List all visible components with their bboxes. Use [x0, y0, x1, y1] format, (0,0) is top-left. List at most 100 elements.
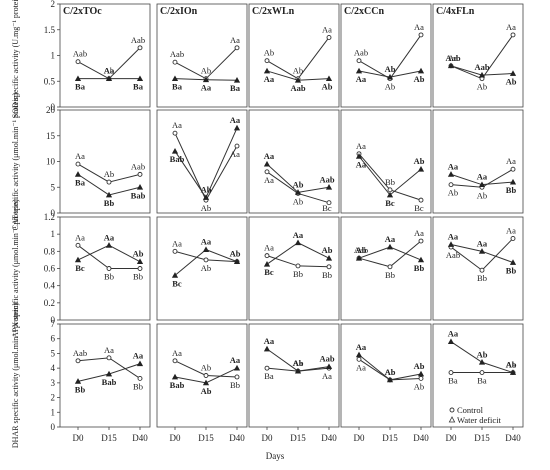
- x-tick-label: D15: [198, 433, 214, 443]
- water-deficit-letter-label: Aa: [230, 115, 241, 125]
- x-tick-label: D0: [354, 433, 365, 443]
- x-tick-label: D40: [413, 433, 429, 443]
- control-point: [234, 374, 240, 380]
- water-deficit-letter-label: Ab: [356, 245, 367, 255]
- panel-title: C/2xIOn: [160, 6, 198, 17]
- water-deficit-point: [263, 67, 271, 74]
- x-tick-label: D40: [505, 433, 521, 443]
- control-letter-label: Bb: [322, 270, 332, 280]
- control-letter-label: Ab: [385, 82, 395, 92]
- control-letter-label: Bb: [104, 272, 114, 282]
- legend-control-marker: [449, 407, 455, 413]
- control-letter-label: Aa: [506, 156, 516, 166]
- water-deficit-point: [105, 370, 113, 377]
- panel-frame: [248, 3, 340, 108]
- water-deficit-point: [325, 75, 333, 82]
- panel-frame: [340, 323, 432, 428]
- panel-title: C/2xCCn: [344, 6, 384, 17]
- y-tick-label: 1.2: [44, 212, 55, 222]
- water-deficit-point: [105, 242, 113, 248]
- water-deficit-letter-label: Ba: [75, 82, 86, 92]
- control-point: [264, 253, 270, 259]
- y-tick-label: 6: [51, 334, 56, 344]
- control-point: [137, 266, 143, 271]
- control-letter-label: Ab: [201, 263, 211, 273]
- water-deficit-letter-label: Ab: [385, 367, 396, 377]
- water-deficit-letter-label: Bc: [172, 278, 182, 288]
- control-point: [106, 179, 112, 185]
- water-deficit-letter-label: Aa: [356, 342, 367, 352]
- control-point: [234, 143, 240, 149]
- water-deficit-point: [233, 364, 241, 371]
- panel-frame: [432, 3, 524, 108]
- y-tick-label: 2: [51, 0, 56, 9]
- water-deficit-letter-label: Ba: [75, 177, 86, 187]
- water-deficit-point: [74, 171, 82, 177]
- water-deficit-point: [355, 254, 363, 261]
- panel-frame: [432, 323, 524, 428]
- y-tick-label: 15: [46, 131, 56, 141]
- control-letter-label: Aab: [73, 49, 87, 59]
- control-letter-label: Ab: [264, 48, 274, 58]
- y-tick-label: 10: [46, 157, 56, 167]
- y-tick-label: 5: [51, 348, 56, 358]
- water-deficit-letter-label: Aab: [474, 62, 489, 72]
- x-tick-label: D40: [229, 433, 245, 443]
- panel-frame: [432, 109, 524, 214]
- water-deficit-point: [136, 75, 144, 82]
- x-tick-label: D15: [474, 433, 490, 443]
- water-deficit-letter-label: Bc: [75, 263, 85, 273]
- control-point: [75, 242, 81, 248]
- water-deficit-letter-label: Aa: [230, 355, 241, 365]
- control-point: [203, 257, 209, 263]
- panel-frame: [156, 216, 248, 321]
- control-point: [510, 166, 516, 172]
- control-point: [106, 266, 112, 271]
- water-deficit-point: [325, 184, 333, 190]
- water-deficit-point: [478, 181, 486, 188]
- panel-frame: [432, 216, 524, 321]
- water-deficit-point: [294, 239, 302, 246]
- control-letter-label: Aa: [414, 22, 424, 32]
- control-point: [172, 248, 178, 254]
- water-deficit-point: [105, 75, 113, 82]
- control-point: [75, 59, 81, 65]
- panel-title: C/4xFLn: [436, 6, 475, 17]
- y-tick-label: 0.5: [44, 76, 56, 86]
- control-letter-label: Aa: [264, 243, 274, 253]
- panel-frame: [340, 109, 432, 214]
- x-axis-label: Days: [266, 451, 285, 461]
- water-deficit-point: [171, 373, 179, 380]
- water-deficit-letter-label: Aa: [201, 83, 212, 93]
- panel-frame: [340, 3, 432, 108]
- water-deficit-letter-label: Ba: [172, 82, 183, 92]
- control-letter-label: Aa: [322, 371, 332, 381]
- water-deficit-letter-label: Aa: [264, 151, 275, 161]
- water-deficit-point: [325, 254, 333, 261]
- panel-frame: [248, 216, 340, 321]
- water-deficit-point: [447, 62, 455, 69]
- panel-frame: [156, 3, 248, 108]
- x-tick-label: D15: [290, 433, 306, 443]
- water-deficit-letter-label: Ab: [201, 386, 212, 396]
- water-deficit-point: [105, 191, 113, 198]
- y-tick-label: 0: [51, 315, 56, 325]
- control-letter-label: Aa: [75, 232, 85, 242]
- control-letter-label: Ab: [201, 203, 211, 213]
- water-deficit-letter-label: Bb: [75, 384, 86, 394]
- control-letter-label: Ba: [448, 376, 458, 386]
- control-letter-label: Bb: [133, 272, 143, 282]
- water-deficit-point: [263, 160, 271, 167]
- water-deficit-point: [509, 259, 517, 265]
- control-point: [203, 373, 209, 378]
- control-point: [326, 35, 332, 40]
- control-letter-label: Bb: [385, 177, 395, 187]
- water-deficit-point: [325, 363, 333, 370]
- water-deficit-letter-label: Aa: [104, 66, 115, 76]
- water-deficit-letter-label: Ab: [414, 156, 425, 166]
- water-deficit-letter-label: Ab: [322, 245, 333, 255]
- control-letter-label: Aa: [322, 24, 332, 34]
- panel-frame: [59, 323, 151, 428]
- legend-water-deficit-label: Water deficit: [457, 415, 502, 425]
